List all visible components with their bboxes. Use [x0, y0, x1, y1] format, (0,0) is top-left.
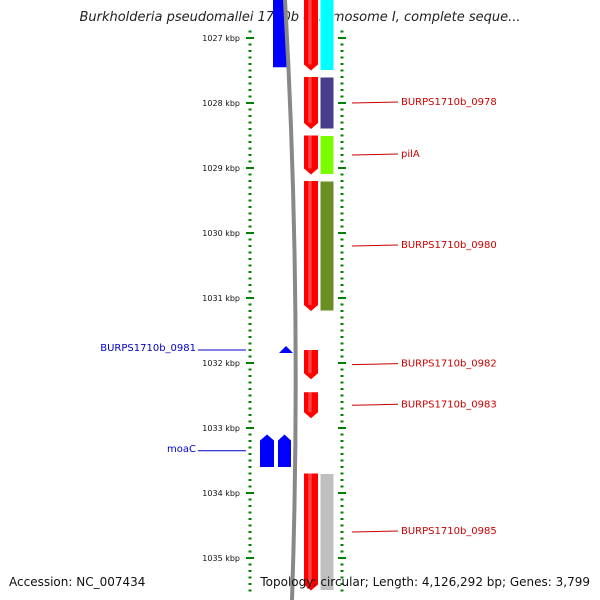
gene-label: pilA [401, 149, 420, 160]
tick-label: 1029 kbp [202, 164, 240, 173]
label-leader-line [351, 244, 399, 247]
feature-band [319, 0, 335, 72]
feature-band [319, 180, 335, 312]
tick-label: 1035 kbp [202, 554, 240, 563]
tick-label: 1028 kbp [202, 99, 240, 108]
feature-band [319, 76, 335, 130]
feature-band [319, 135, 335, 175]
gene-label: BURPS1710b_0985 [401, 526, 497, 537]
axis-ticks-left: 1027 kbp 1028 kbp 1029 kbp 1030 kbp 1031 kbp… [202, 30, 254, 592]
label-leader-line [351, 153, 399, 156]
map-title: Burkholderia pseudomallei 1710b chromoso… [79, 10, 521, 25]
gene-label: BURPS1710b_0982 [401, 359, 497, 370]
gene-arrow-forward [304, 0, 318, 71]
gene-arrow-reverse [260, 434, 274, 467]
gene-arrow-forward [304, 135, 318, 175]
gene-arrow-reverse [273, 0, 287, 68]
gene-highlight [308, 392, 312, 413]
label-leader-line [351, 530, 399, 533]
feature-bands [319, 0, 335, 591]
gene-label: BURPS1710b_0981 [100, 343, 196, 354]
gene-highlight [308, 473, 312, 585]
label-leader-line [351, 101, 399, 104]
gene-label: BURPS1710b_0980 [401, 240, 497, 251]
gene-highlight [308, 181, 312, 305]
gene-highlight [308, 0, 312, 65]
gene-features [260, 0, 318, 591]
gene-labels: BURPS1710b_0978 pilA BURPS1710b_0980 BURPS1… [100, 97, 497, 537]
feature-band [319, 473, 335, 591]
tick-label: 1031 kbp [202, 294, 240, 303]
tick-label: 1027 kbp [202, 34, 240, 43]
gene-arrow-reverse [278, 434, 291, 467]
accession-text: Accession: NC_007434 [9, 575, 146, 589]
gene-arrow-reverse [279, 346, 293, 353]
gene-arrow-forward [304, 350, 318, 380]
gene-arrow-forward [304, 473, 318, 591]
gene-arrow-forward [304, 181, 318, 311]
label-leader-line [351, 403, 399, 406]
tick-label: 1033 kbp [202, 424, 240, 433]
label-leader-line [351, 363, 399, 366]
gene-label: moaC [167, 444, 196, 455]
gene-label: BURPS1710b_0983 [401, 399, 497, 410]
chromosome-backbone [283, 0, 298, 600]
tick-label: 1032 kbp [202, 359, 240, 368]
gene-highlight [308, 135, 312, 169]
gene-arrow-forward [304, 392, 318, 419]
tick-label: 1030 kbp [202, 229, 240, 238]
sequence-summary: Topology: circular; Length: 4,126,292 bp… [260, 575, 590, 589]
tick-label: 1034 kbp [202, 489, 240, 498]
gene-highlight [308, 77, 312, 123]
gene-arrow-forward [304, 77, 318, 129]
gene-highlight [308, 350, 312, 374]
gene-label: BURPS1710b_0978 [401, 97, 497, 108]
axis-ticks-right [338, 30, 346, 592]
